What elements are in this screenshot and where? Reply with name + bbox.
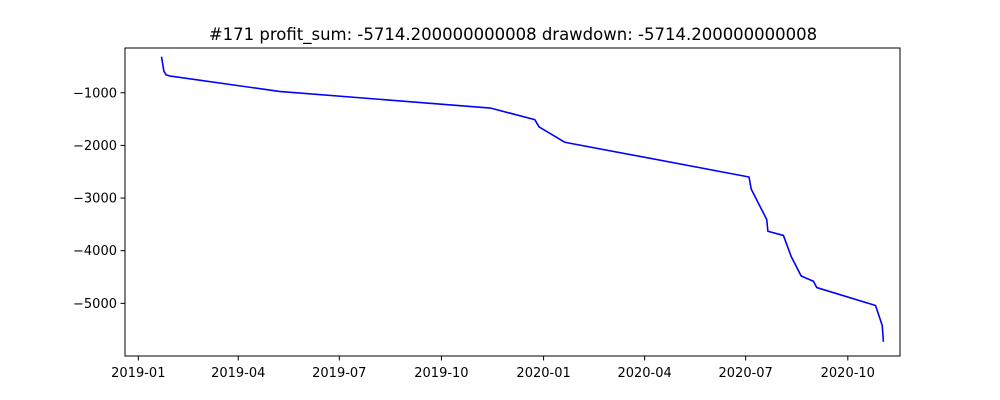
y-tick-label: −2000: [73, 139, 117, 154]
y-tick-label: −3000: [73, 192, 117, 207]
x-tick-label: 2019-07: [312, 366, 366, 381]
series-line-0: [160, 56, 885, 342]
plot-area-frame: [124, 47, 901, 357]
axes-layer: 2019-01 2019-04 2019-07 2019-10 2020-01 2020-…: [73, 86, 875, 381]
series-layer: [160, 56, 885, 342]
x-tick-label: 2020-01: [516, 366, 570, 381]
chart-title: #171 profit_sum: -5714.200000000008 draw…: [209, 25, 817, 45]
y-tick-label: −1000: [73, 86, 117, 101]
x-tick-label: 2019-04: [211, 366, 265, 381]
y-tick-label: −5000: [73, 297, 117, 312]
x-tick-label: 2020-10: [821, 366, 875, 381]
y-tick-label: −4000: [73, 244, 117, 259]
x-tick-label: 2020-07: [719, 366, 773, 381]
x-tick-label: 2019-10: [414, 366, 468, 381]
x-tick-label: 2019-01: [111, 366, 165, 381]
x-tick-label: 2020-04: [617, 366, 671, 381]
